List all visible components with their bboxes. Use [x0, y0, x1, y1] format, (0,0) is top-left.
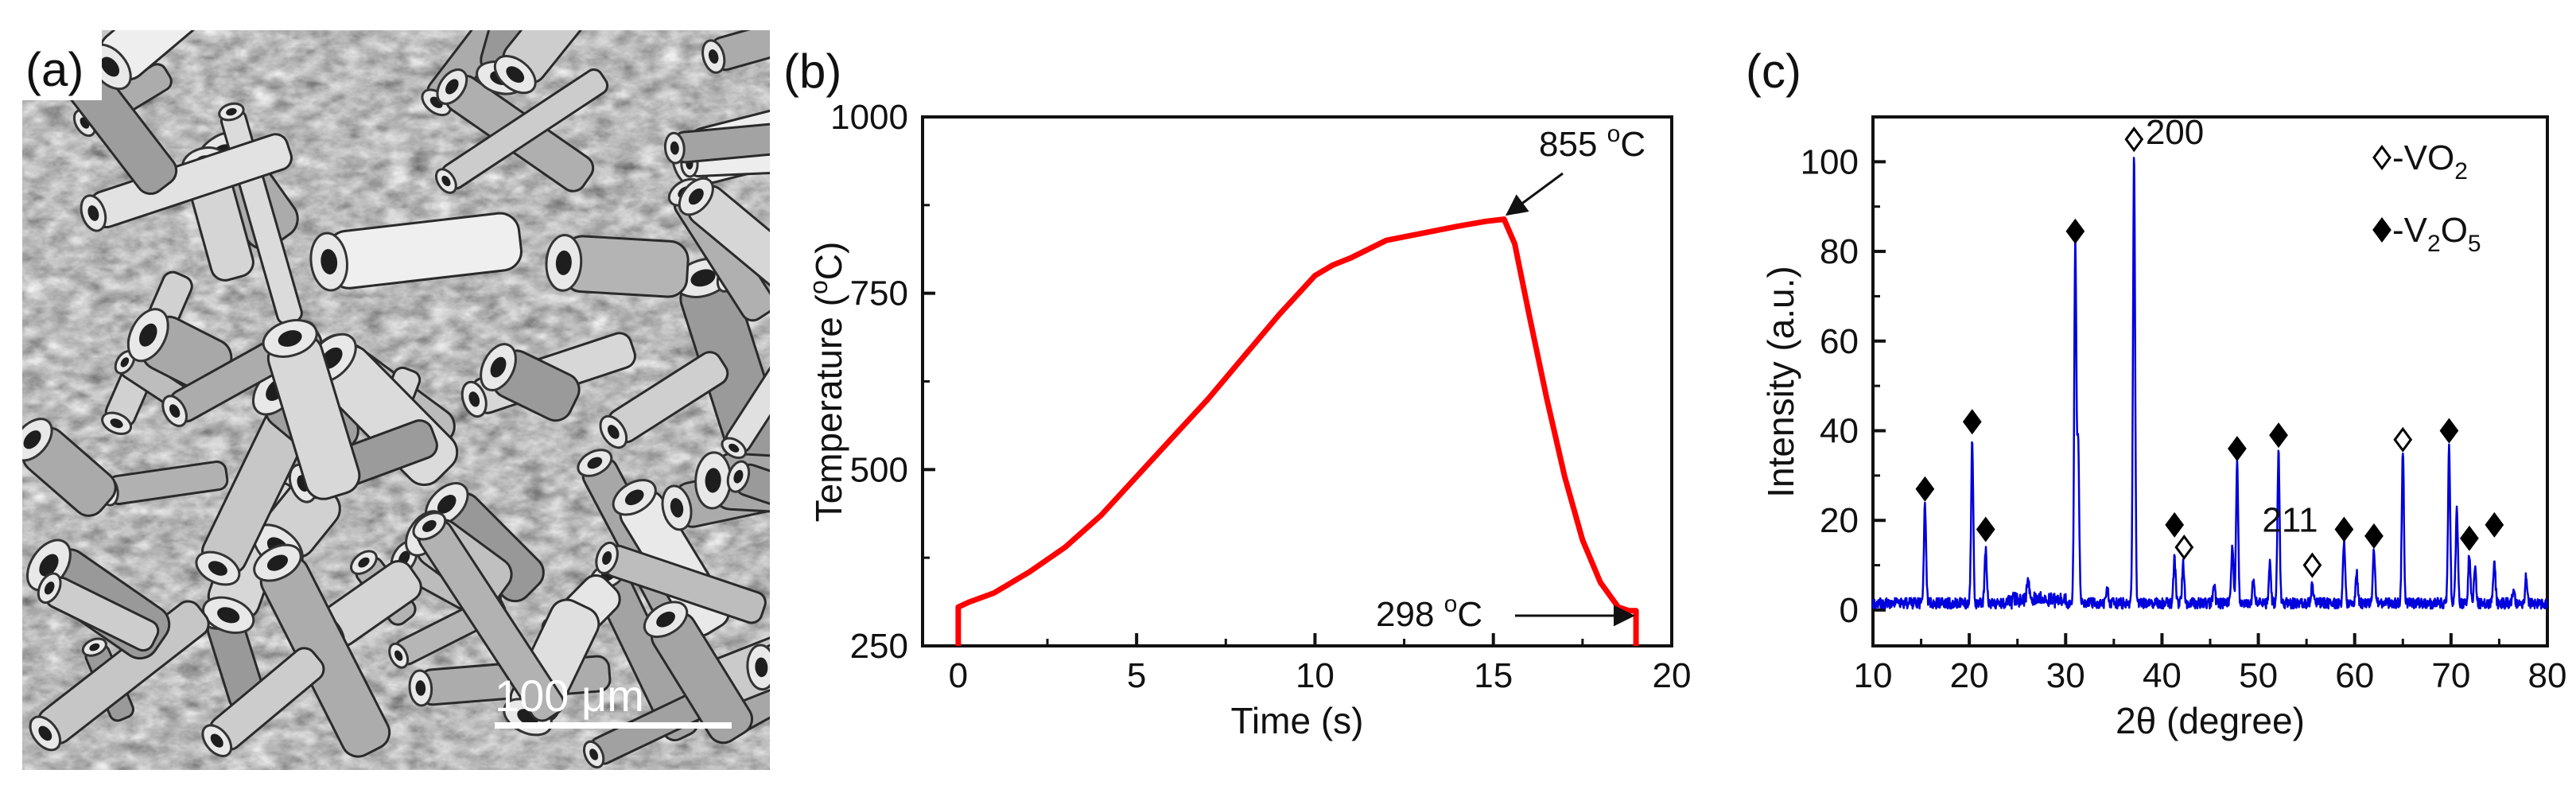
- sem-tube: [721, 305, 770, 460]
- panel-b-xtick-label: 10: [1296, 656, 1335, 695]
- v2o5-marker: [1915, 476, 1935, 502]
- panel-b-xlabel: Time (s): [1231, 700, 1364, 741]
- panel-b-xtick-label: 15: [1474, 656, 1513, 695]
- vo2-marker: [2302, 552, 2322, 578]
- panel-a: (a) 100 μm: [22, 30, 770, 770]
- v2o5-marker: [1976, 516, 1995, 542]
- v2o5-marker: [2165, 511, 2185, 538]
- v2o5-marker: [2065, 218, 2085, 244]
- panel-c-label: (c): [1746, 45, 1801, 98]
- panel-a-label: (a): [25, 43, 84, 96]
- sem-tube: [678, 177, 770, 323]
- panel-b-ytick-label: 500: [850, 450, 908, 489]
- xrd-series-line: [1871, 157, 2548, 610]
- legend-vo2-label: -VO2: [2392, 138, 2468, 185]
- panel-b-ytick-label: 250: [850, 627, 908, 666]
- v2o5-marker: [2364, 523, 2384, 549]
- v2o5-marker: [2269, 422, 2288, 449]
- sem-tube: [545, 234, 690, 298]
- panel-b-ylabel: Temperature (oC): [804, 242, 849, 523]
- legend-vo2-icon: [2372, 144, 2391, 171]
- panel-c-xtick-label: 10: [1854, 656, 1893, 695]
- panel-c-peak-label: 200: [2146, 113, 2204, 152]
- panel-c-xtick-label: 30: [2046, 656, 2085, 695]
- sem-tube: [493, 30, 616, 95]
- panel-c-phase-markers: [1915, 126, 2504, 578]
- panel-c-xtick-label: 80: [2528, 656, 2567, 695]
- sem-tube: [701, 30, 770, 74]
- panel-c-xtick-label: 70: [2431, 656, 2470, 695]
- sem-tube: [253, 543, 391, 758]
- sem-tube: [599, 351, 729, 449]
- vo2-marker: [2174, 534, 2194, 561]
- sem-tube: [643, 601, 753, 745]
- panel-c-ytick-label: 60: [1820, 322, 1859, 361]
- panel-c-xtick-label: 40: [2143, 656, 2182, 695]
- v2o5-marker: [2439, 418, 2459, 444]
- v2o5-marker: [2485, 511, 2504, 538]
- panel-b-annotation: 298 oC: [1376, 591, 1482, 634]
- panel-c-ytick-label: 100: [1801, 142, 1859, 181]
- sem-tube: [309, 212, 523, 292]
- temperature-series-line: [955, 216, 1639, 646]
- sem-label-box: [22, 30, 102, 100]
- panel-c-ytick-label: 0: [1840, 591, 1859, 630]
- sem-tube: [595, 541, 767, 624]
- vo2-marker: [2393, 426, 2413, 453]
- panel-c-ytick-label: 80: [1820, 232, 1859, 271]
- sem-tube: [29, 600, 210, 752]
- panel-b-chart: (b) 0 5 10 15 20 250 500 750 1000 Time (s) Tempe…: [783, 45, 1691, 741]
- panel-b-xtick-label: 5: [1127, 656, 1146, 695]
- panel-c-ytick-label: 20: [1820, 501, 1859, 540]
- panel-b-ytick-label: 1000: [830, 98, 908, 137]
- panel-b-xtick-label: 20: [1653, 656, 1692, 695]
- panel-b-arrow-855: [1505, 172, 1564, 216]
- panel-b-tick-labels: 0 5 10 15 20 250 500 750 1000: [830, 98, 1691, 695]
- legend-v2o5-label: -V2O5: [2392, 211, 2481, 257]
- panel-b-label: (b): [783, 45, 841, 98]
- panel-b-annotation: 855 oC: [1539, 121, 1645, 164]
- panel-c-tick-labels: 10 20 30 40 50 60 70 80 0 20 40 60 80 100: [1801, 142, 2567, 695]
- sem-tube: [37, 572, 160, 652]
- sem-tube: [746, 638, 770, 691]
- panel-c-xlabel: 2θ (degree): [2116, 700, 2305, 741]
- panel-c-legend: -VO2 -V2O5: [2372, 138, 2481, 257]
- panel-c-ytick-label: 40: [1820, 411, 1859, 450]
- panel-c-xtick-label: 20: [1950, 656, 1989, 695]
- panel-c-peak-labels: 200 211: [2146, 113, 2318, 539]
- sem-tube: [22, 418, 117, 517]
- v2o5-marker: [2228, 436, 2247, 462]
- v2o5-marker: [2460, 525, 2479, 551]
- panel-c-xtick-label: 50: [2239, 656, 2278, 695]
- legend-v2o5-icon: [2372, 216, 2391, 243]
- sem-tube: [726, 460, 770, 534]
- panel-c-xtick-label: 60: [2335, 656, 2374, 695]
- panel-c-ticks: [1871, 160, 2549, 646]
- sem-tube: [412, 511, 565, 722]
- sem-tube: [201, 647, 325, 757]
- sem-tube: [80, 133, 293, 232]
- v2o5-marker: [2334, 516, 2354, 542]
- scale-bar-label: 100 μm: [495, 671, 644, 721]
- panel-b-annotations: 855 oC 298 oC: [1376, 121, 1645, 634]
- panel-c-ylabel: Intensity (a.u.): [1760, 266, 1801, 497]
- sem-image: [22, 30, 770, 770]
- sem-tube: [663, 116, 770, 165]
- sem-tube: [480, 343, 581, 422]
- vo2-marker: [2124, 126, 2144, 153]
- v2o5-marker: [1962, 409, 1982, 435]
- sem-tubes: [22, 30, 770, 769]
- panel-b-ytick-label: 750: [850, 274, 908, 313]
- sem-tube: [434, 68, 609, 194]
- panel-b-xtick-label: 0: [949, 656, 968, 695]
- sem-tube: [262, 319, 361, 500]
- panel-c-peak-label: 211: [2262, 500, 2318, 539]
